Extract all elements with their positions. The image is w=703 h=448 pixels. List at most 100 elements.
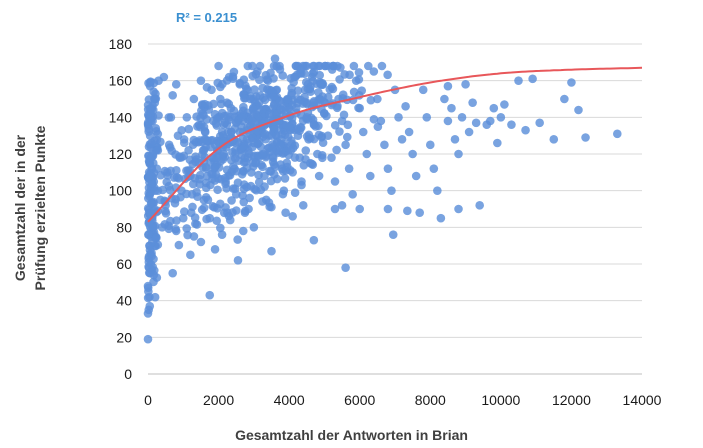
data-point (233, 256, 243, 265)
data-point (394, 113, 403, 122)
data-point (153, 146, 163, 155)
data-point (168, 91, 177, 100)
data-point (380, 140, 389, 150)
data-point (228, 147, 237, 157)
data-point (302, 113, 312, 122)
x-axis-label: Gesamtzahl der Antworten in Brian (235, 427, 468, 443)
data-point (277, 164, 287, 173)
data-point (238, 226, 248, 236)
data-point (500, 100, 509, 109)
data-point (201, 164, 211, 173)
data-point (306, 158, 315, 168)
data-point (447, 103, 456, 113)
data-point (330, 177, 340, 186)
x-tick-label: 6000 (344, 392, 375, 408)
data-point (238, 191, 247, 200)
data-point (150, 94, 160, 104)
data-point (272, 85, 282, 95)
data-point (328, 84, 338, 94)
data-point (249, 223, 259, 232)
data-point (203, 195, 213, 205)
data-point (309, 235, 319, 245)
data-point (258, 149, 267, 159)
data-point (314, 171, 324, 181)
trendline (147, 66, 643, 223)
data-point (549, 135, 559, 144)
data-point (205, 213, 215, 223)
data-point (232, 206, 241, 215)
y-tick-label: 80 (116, 219, 132, 235)
data-point (489, 103, 499, 113)
r-squared-annotation: R² = 0.215 (176, 10, 238, 25)
data-point (323, 131, 333, 140)
data-point (172, 216, 181, 225)
x-tick-label: 2000 (203, 392, 234, 408)
data-point (176, 192, 185, 202)
data-point (246, 94, 255, 104)
data-point (268, 153, 278, 162)
data-point (214, 61, 223, 71)
data-point (189, 94, 199, 104)
data-point (156, 137, 165, 147)
data-point (461, 80, 470, 89)
data-point (212, 216, 222, 226)
data-point (314, 88, 323, 97)
data-point (147, 237, 157, 247)
data-point (280, 174, 290, 183)
data-point (362, 149, 372, 159)
data-point (351, 76, 361, 85)
data-point (348, 190, 357, 199)
y-tick-label: 20 (116, 329, 132, 345)
data-point (172, 173, 182, 182)
data-point (247, 61, 257, 71)
data-point (349, 87, 359, 97)
data-point (250, 85, 259, 94)
data-point (403, 206, 412, 216)
data-point (297, 177, 306, 186)
data-point (237, 169, 247, 179)
data-point (301, 77, 311, 87)
data-point (235, 80, 245, 89)
data-point (217, 127, 227, 137)
data-point (330, 120, 340, 130)
data-point (210, 245, 220, 254)
data-point (162, 177, 172, 187)
data-point (159, 72, 169, 82)
data-point (363, 61, 373, 71)
data-point (197, 205, 207, 215)
data-point (316, 80, 326, 89)
data-point (313, 149, 322, 159)
data-point (457, 113, 467, 122)
data-point (260, 182, 269, 191)
data-point (147, 179, 157, 188)
y-tick-label: 40 (116, 293, 132, 309)
data-point (187, 190, 197, 199)
data-point (174, 240, 184, 250)
data-point (425, 140, 435, 150)
y-tick-label: 120 (109, 146, 133, 162)
data-point (218, 79, 227, 89)
data-point (216, 94, 225, 104)
data-point (418, 85, 428, 95)
data-point (192, 220, 202, 229)
data-point (335, 127, 344, 136)
data-point (224, 72, 234, 82)
x-tick-label: 14000 (623, 392, 662, 408)
data-point (287, 83, 296, 93)
data-point (411, 171, 421, 181)
data-point (475, 201, 484, 210)
data-point (145, 292, 154, 302)
data-point (247, 116, 257, 126)
y-tick-label: 140 (109, 109, 133, 125)
data-point (291, 103, 301, 113)
data-point (161, 201, 170, 210)
y-axis-label-line-1: Gesamtzahl der in der (12, 134, 28, 282)
data-point (376, 116, 386, 126)
data-point (238, 106, 248, 116)
data-point (145, 191, 154, 201)
data-point (164, 140, 174, 150)
x-tick-label: 0 (144, 392, 152, 408)
data-point (528, 74, 537, 84)
data-point (388, 230, 398, 239)
